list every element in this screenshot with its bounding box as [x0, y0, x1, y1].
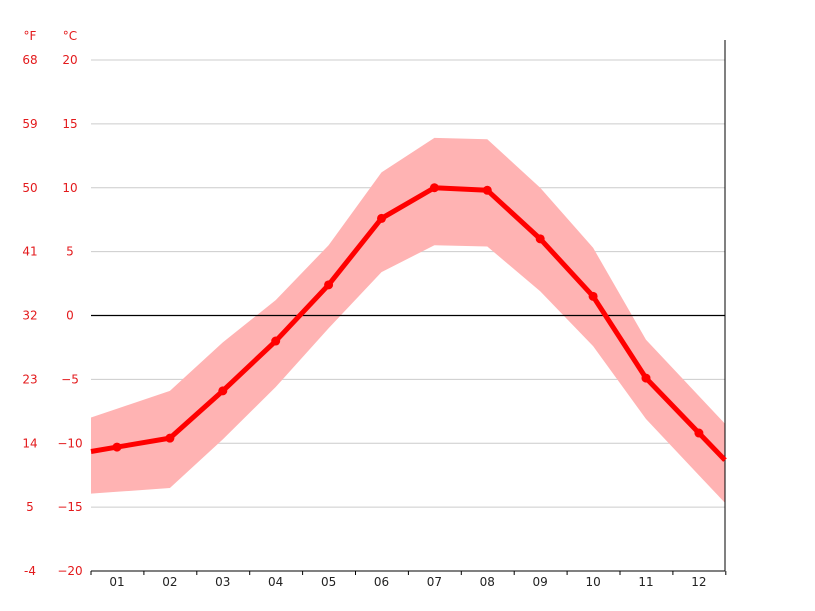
data-point [535, 234, 545, 244]
x-tick-label: 01 [109, 575, 124, 589]
y-tick-label-fahrenheit: 23 [22, 372, 37, 386]
x-tick-label: 02 [162, 575, 177, 589]
y-axis-labels: °F °C 20 68 15 59 10 50 5 41 0 32 −5 23 −10 14 −15 5 −20… [22, 29, 82, 578]
data-point [588, 291, 598, 301]
y-tick-label-fahrenheit: 5 [26, 500, 34, 514]
data-point [694, 428, 704, 438]
y-tick-label-fahrenheit: 14 [22, 436, 37, 450]
x-tick-label: 08 [480, 575, 495, 589]
x-tick-label: 06 [374, 575, 389, 589]
x-tick-label: 07 [427, 575, 442, 589]
temperature-range-band [91, 137, 725, 503]
x-axis [90, 570, 727, 575]
data-point [377, 213, 386, 223]
average-temperature-line [90, 185, 727, 462]
y-tick-label-fahrenheit: 68 [22, 53, 37, 67]
y-tick-label-fahrenheit: 41 [22, 245, 37, 259]
y-tick-label-celsius: −20 [57, 564, 82, 578]
data-point [165, 433, 175, 443]
y-tick-label-celsius: −10 [57, 436, 82, 450]
y-tick-label-celsius: 15 [62, 117, 77, 131]
celsius-unit-label: °C [63, 29, 77, 43]
data-point [271, 336, 281, 346]
y-tick-label-fahrenheit: 59 [22, 117, 37, 131]
y-tick-label-celsius: 0 [66, 309, 74, 323]
x-tick-label: 12 [691, 575, 706, 589]
x-tick-label: 03 [215, 575, 230, 589]
data-point [641, 373, 651, 383]
data-point [429, 183, 439, 193]
x-tick-label: 05 [321, 575, 336, 589]
x-tick-label: 04 [268, 575, 283, 589]
data-point [218, 386, 228, 396]
x-tick-label: 11 [638, 575, 653, 589]
y-tick-label-celsius: 20 [62, 53, 77, 67]
y-tick-label-celsius: −15 [57, 500, 82, 514]
x-axis-labels: 01 02 03 04 05 06 07 08 09 10 11 12 [109, 575, 706, 589]
fahrenheit-unit-label: °F [24, 29, 37, 43]
y-tick-label-celsius: 10 [62, 181, 77, 195]
y-tick-label-celsius: 5 [66, 245, 74, 259]
y-tick-label-fahrenheit: 32 [22, 309, 37, 323]
data-point [482, 185, 492, 195]
x-tick-label: 10 [585, 575, 600, 589]
y-tick-label-fahrenheit: -4 [24, 564, 36, 578]
data-point [112, 442, 122, 452]
data-points [112, 183, 704, 452]
x-tick-label: 09 [533, 575, 548, 589]
y-tick-label-celsius: −5 [61, 372, 79, 386]
y-tick-label-fahrenheit: 50 [22, 181, 37, 195]
data-point [324, 280, 334, 290]
